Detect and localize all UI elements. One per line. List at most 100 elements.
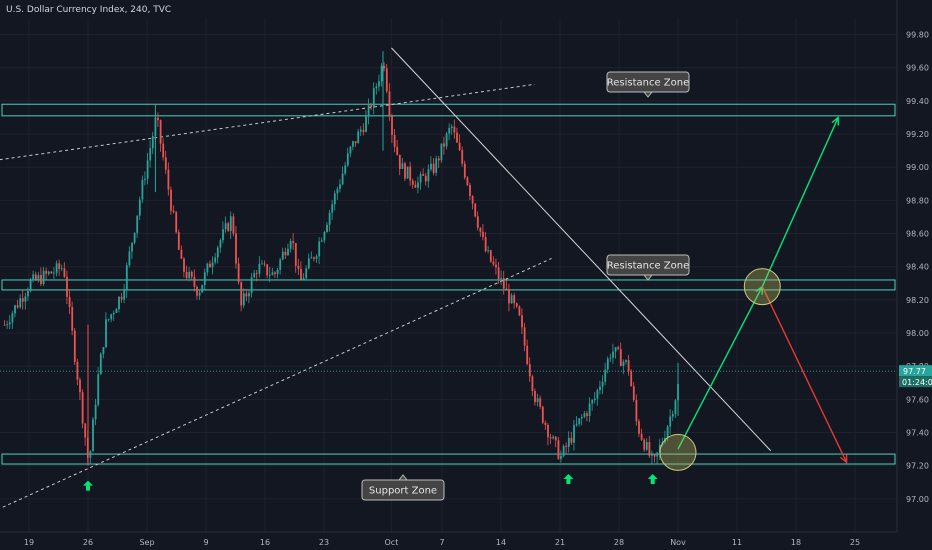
candle-body: [479, 227, 482, 232]
candle-body: [133, 232, 136, 243]
candle-body: [141, 179, 144, 200]
candle-body: [19, 298, 22, 308]
candle-body: [378, 81, 380, 87]
candle-body: [177, 232, 180, 250]
candle-body: [53, 272, 55, 274]
candle-body: [300, 268, 302, 280]
candle-body: [510, 295, 513, 304]
candle-body: [123, 290, 126, 300]
candle-body: [505, 288, 508, 290]
candle-body: [157, 117, 159, 121]
candle-body: [336, 188, 339, 194]
candle-body: [73, 330, 76, 362]
candle-body: [27, 291, 29, 297]
x-tick-label: 11: [732, 538, 742, 547]
candle-body: [237, 263, 240, 283]
candle-body: [344, 165, 347, 174]
candle-body: [515, 303, 518, 307]
descending-trendline: [391, 47, 772, 452]
candle-body: [401, 163, 404, 169]
candle-body: [328, 212, 331, 225]
x-tick-label: 21: [555, 538, 565, 547]
up-arrow-marker: [563, 473, 574, 484]
candle-body: [162, 143, 165, 158]
candle-body: [214, 257, 217, 263]
x-tick-label: 16: [260, 538, 270, 547]
candle-body: [580, 417, 583, 419]
candle-body: [640, 433, 643, 440]
candle-body: [453, 126, 456, 133]
candle-body: [562, 445, 565, 456]
candle-body: [190, 271, 193, 277]
candle-body: [125, 265, 128, 291]
candle-body: [513, 295, 516, 304]
candle-body: [185, 271, 188, 279]
candle-body: [240, 282, 243, 306]
candle-body: [128, 251, 131, 266]
candle-body: [674, 400, 677, 415]
x-tick-label: Sep: [139, 538, 154, 547]
candle-body: [643, 439, 646, 450]
candle-body: [601, 381, 604, 387]
candle-body: [411, 180, 414, 185]
candle-body: [638, 421, 640, 434]
y-tick-label: 99.00: [906, 163, 929, 172]
candle-body: [102, 347, 105, 354]
candle-body: [284, 251, 287, 256]
candle-body: [281, 251, 284, 260]
candle-body: [29, 280, 32, 292]
y-tick-label: 97.60: [906, 395, 929, 404]
candle-body: [183, 258, 185, 272]
resistance-zone-label-top-pointer: [642, 91, 654, 98]
candle-body: [37, 275, 40, 280]
candle-body: [544, 422, 547, 425]
candle-body: [534, 391, 536, 403]
candle-body: [21, 298, 24, 302]
candle-body: [570, 437, 573, 443]
candle-body: [648, 442, 651, 456]
candle-body: [224, 223, 227, 230]
candle-body: [331, 204, 334, 213]
candle-body: [458, 142, 461, 151]
candle-body: [630, 371, 633, 387]
candle-body: [310, 257, 313, 259]
candle-body: [279, 259, 282, 270]
candle-body: [89, 451, 92, 458]
candle-body: [557, 440, 560, 459]
candle-body: [484, 237, 487, 252]
candle-body: [419, 174, 422, 183]
x-tick-label: Nov: [670, 538, 686, 547]
candle-body: [489, 250, 492, 262]
countdown-label: 01:24:00: [902, 378, 932, 387]
candle-body: [110, 314, 113, 320]
candle-body: [362, 129, 365, 132]
candle-body: [131, 242, 133, 252]
markers: [83, 473, 658, 491]
candle-body: [146, 160, 149, 179]
candle-body: [518, 306, 521, 316]
candle-body: [385, 68, 388, 92]
candle-body: [575, 423, 578, 426]
x-tick-label: 25: [850, 538, 860, 547]
candle-body: [573, 425, 575, 443]
candle-body: [495, 264, 497, 268]
candle-body: [471, 195, 474, 204]
candle-body: [388, 91, 391, 116]
projection-up-arrow-1: [677, 286, 763, 450]
candle-body: [440, 143, 443, 161]
candle-body: [232, 216, 235, 234]
candle-body: [68, 296, 71, 307]
candle-body: [370, 105, 373, 108]
candle-body: [593, 398, 596, 401]
projection-down-arrow-head: [839, 454, 848, 464]
candle-body: [622, 361, 625, 367]
candle-body: [645, 442, 648, 450]
y-tick-label: 98.60: [906, 230, 929, 239]
lower-dashed-trendline: [0, 257, 552, 510]
candle-body: [136, 215, 139, 233]
candle-body: [24, 296, 27, 302]
resistance-zone-label-mid: Resistance Zone: [606, 254, 690, 281]
candle-body: [253, 273, 256, 278]
